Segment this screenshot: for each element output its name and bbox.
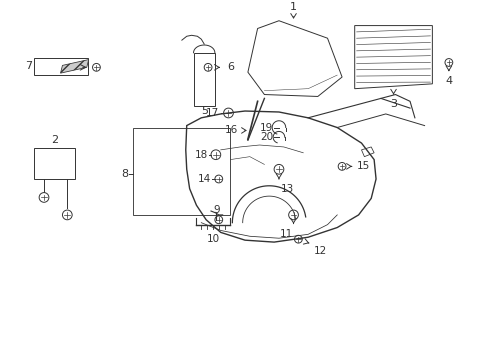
Bar bbox=[133, 127, 230, 215]
Text: 8: 8 bbox=[121, 169, 128, 179]
Text: 3: 3 bbox=[389, 99, 396, 109]
Bar bbox=[193, 53, 214, 106]
Text: 13: 13 bbox=[280, 184, 294, 194]
Text: 5: 5 bbox=[200, 106, 207, 116]
Text: 6: 6 bbox=[227, 62, 234, 72]
Text: 12: 12 bbox=[313, 246, 326, 256]
Text: 15: 15 bbox=[356, 161, 369, 171]
Text: 11: 11 bbox=[280, 229, 293, 239]
Text: 16: 16 bbox=[224, 125, 238, 135]
Text: 4: 4 bbox=[445, 76, 451, 86]
Polygon shape bbox=[61, 59, 88, 73]
Text: 7: 7 bbox=[25, 61, 32, 71]
Text: 19: 19 bbox=[259, 122, 273, 132]
Text: 9: 9 bbox=[213, 205, 220, 215]
Bar bbox=[34, 58, 87, 75]
Text: 14: 14 bbox=[197, 174, 210, 184]
Text: 2: 2 bbox=[51, 135, 58, 145]
Text: 10: 10 bbox=[206, 234, 219, 244]
Bar bbox=[34, 148, 75, 179]
Text: 1: 1 bbox=[289, 2, 296, 12]
Text: 17: 17 bbox=[205, 108, 218, 118]
Text: 20: 20 bbox=[260, 132, 273, 142]
Text: 18: 18 bbox=[194, 150, 208, 160]
